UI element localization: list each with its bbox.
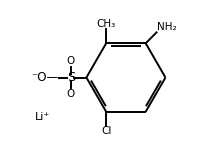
- Text: Li⁺: Li⁺: [34, 112, 50, 122]
- Text: ⁻O—: ⁻O—: [32, 71, 59, 84]
- Text: CH₃: CH₃: [97, 19, 116, 29]
- Text: O: O: [67, 56, 75, 66]
- Text: S: S: [67, 71, 75, 84]
- Text: Cl: Cl: [101, 126, 111, 136]
- Text: O: O: [67, 89, 75, 99]
- Text: NH₂: NH₂: [157, 22, 177, 32]
